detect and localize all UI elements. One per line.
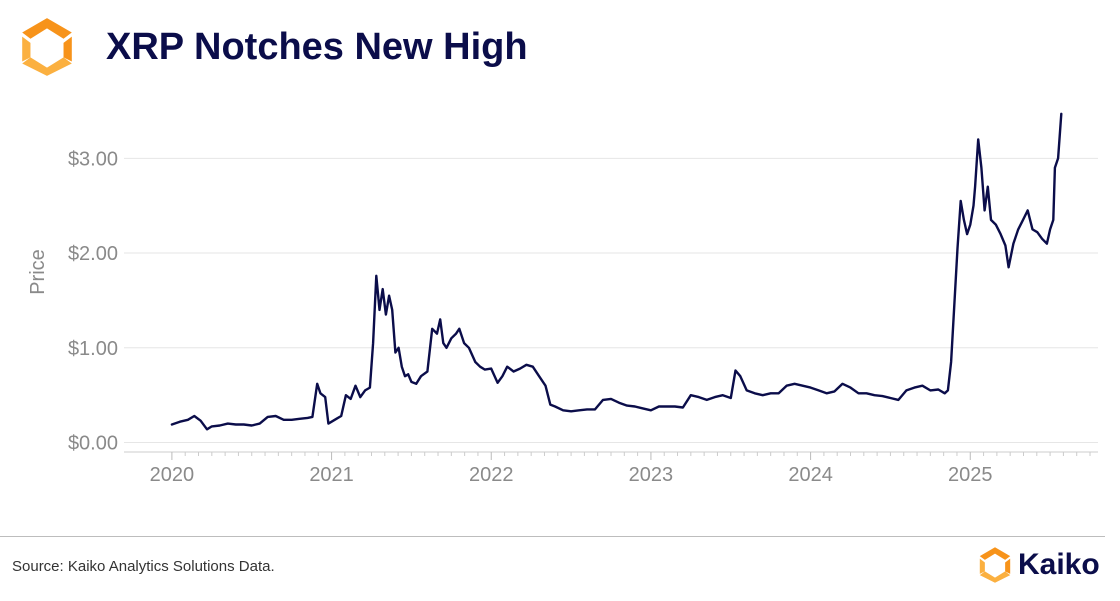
series-line-xrp-price bbox=[170, 112, 1063, 431]
brand-name: Kaiko bbox=[1018, 548, 1100, 581]
x-tick-label: 2020 bbox=[150, 464, 195, 486]
x-tick-label: 2022 bbox=[469, 464, 514, 486]
kaiko-logo-icon bbox=[22, 18, 72, 76]
x-tick-label: 2024 bbox=[788, 464, 833, 486]
x-tick-label: 2021 bbox=[309, 464, 354, 486]
brand-logo: Kaiko bbox=[976, 545, 1100, 585]
chart-title: XRP Notches New High bbox=[106, 26, 528, 68]
x-tick-label: 2025 bbox=[948, 464, 993, 486]
y-axis-label: Price bbox=[27, 249, 49, 295]
footer-divider bbox=[0, 536, 1105, 537]
y-tick-label: $0.00 bbox=[68, 433, 118, 455]
y-tick-label: $2.00 bbox=[68, 243, 118, 265]
source-note: Source: Kaiko Analytics Solutions Data. bbox=[12, 558, 275, 575]
kaiko-logo-icon bbox=[979, 547, 1011, 583]
y-tick-label: $3.00 bbox=[68, 148, 118, 170]
x-tick-label: 2023 bbox=[629, 464, 674, 486]
y-tick-label: $1.00 bbox=[68, 338, 118, 360]
